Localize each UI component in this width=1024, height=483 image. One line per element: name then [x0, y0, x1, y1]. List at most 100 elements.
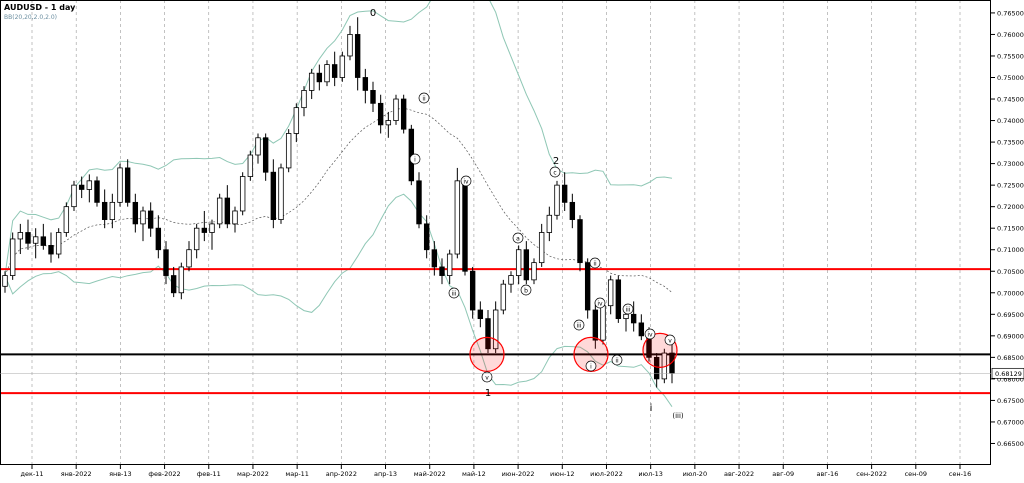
y-tick-label: 0.74000 — [997, 117, 1024, 125]
wave-label-ring — [622, 303, 634, 315]
candle-body — [147, 210, 154, 229]
y-tick-label: 0.67500 — [997, 397, 1024, 405]
candle-body — [584, 262, 591, 311]
candle-body — [393, 98, 399, 121]
candle-body — [301, 90, 307, 109]
candle-body — [615, 279, 622, 320]
candle-body — [178, 266, 185, 294]
candle-body — [431, 249, 438, 268]
candle-body — [569, 201, 576, 220]
candle-body — [48, 245, 54, 255]
y-tick-label: 0.70500 — [997, 268, 1024, 276]
wave-label-ring — [549, 166, 561, 178]
wave-label-ring — [481, 371, 493, 383]
y-tick-label: 0.72000 — [997, 203, 1024, 211]
x-tick-label: дек-11 — [20, 470, 43, 478]
candle-body — [201, 227, 208, 233]
candle-body — [255, 137, 261, 156]
x-tick-label: авг-09 — [772, 470, 794, 478]
wave-label-ring — [594, 297, 606, 309]
candle-body — [101, 201, 108, 220]
wave-label: ii — [422, 96, 426, 103]
candle-body — [370, 90, 376, 104]
candle-body — [531, 262, 537, 281]
indicator-label: BB(20,20,2.0,2.0) — [4, 14, 57, 21]
candle-body — [538, 232, 545, 264]
candle-body — [278, 167, 284, 220]
candle-body — [132, 201, 139, 225]
highlight-circle — [469, 336, 505, 372]
y-tick-label: 0.70000 — [997, 289, 1024, 297]
wave-label: a — [516, 236, 520, 243]
candle-body — [216, 197, 223, 225]
candle-body — [423, 223, 430, 251]
wave-label-ring — [512, 232, 524, 244]
candle-body — [477, 309, 484, 320]
y-tick-label: 0.69000 — [997, 332, 1024, 340]
y-tick-label: 0.76000 — [997, 31, 1024, 39]
y-tick-label: 0.68500 — [997, 354, 1024, 362]
wave-label-ring — [573, 319, 585, 331]
x-tick-label: апр-2022 — [326, 470, 357, 478]
x-tick-label: сен-09 — [905, 470, 927, 478]
candle-body — [577, 219, 583, 264]
y-tick-label: 0.73500 — [997, 139, 1024, 147]
candle-body — [71, 184, 77, 208]
candle-body — [2, 275, 8, 287]
candle-body — [9, 238, 16, 276]
candle-body — [347, 34, 353, 57]
wave-label: v — [485, 375, 489, 382]
candle-body — [331, 64, 338, 78]
wave-label-ring — [460, 175, 472, 187]
candle-body — [170, 275, 177, 294]
candle-body — [623, 313, 629, 320]
candle-body — [209, 223, 215, 233]
wave-label: iv — [463, 179, 469, 186]
wave-label-ring — [611, 354, 623, 366]
x-tick-label: июн-2022 — [502, 470, 535, 478]
wave-label: (iii) — [672, 412, 684, 420]
candle-body — [377, 102, 384, 126]
candle-body — [339, 55, 346, 78]
candle-body — [285, 133, 292, 169]
x-tick-label: июн-12 — [550, 470, 575, 478]
y-tick-label: 0.66500 — [997, 440, 1024, 448]
x-tick-label: сен-16 — [949, 470, 971, 478]
candle-body — [324, 64, 330, 83]
candle-body — [554, 184, 560, 216]
wave-label: i — [414, 157, 416, 164]
wave-label-ring — [664, 334, 676, 346]
candle-body — [607, 279, 614, 307]
candle-body — [247, 154, 254, 177]
candle-body — [592, 309, 599, 341]
candle-body — [385, 120, 392, 126]
x-tick-label: апр-13 — [374, 470, 397, 478]
bollinger-upper — [4, 0, 673, 276]
y-tick-label: 0.71500 — [997, 225, 1024, 233]
candle-body — [140, 210, 146, 225]
candle-body — [124, 167, 131, 203]
candle-body — [462, 180, 468, 272]
candle-body — [155, 227, 162, 251]
wave-label: ii — [593, 261, 597, 268]
candle-body — [86, 180, 93, 190]
candle-body — [239, 176, 246, 212]
candle-body — [446, 253, 453, 276]
x-tick-label: июл-2022 — [590, 470, 623, 478]
x-tick-label: май-2022 — [414, 470, 446, 478]
candle-body — [308, 72, 315, 91]
candle-body — [78, 184, 85, 190]
wave-label: 1 — [485, 388, 491, 399]
x-tick-label: сен-2022 — [856, 470, 887, 478]
candle-body — [362, 77, 369, 91]
y-tick-label: 0.67000 — [997, 418, 1024, 426]
candle-body — [653, 356, 660, 380]
candle-body — [492, 309, 499, 350]
candle-body — [523, 249, 530, 281]
wave-label: ii — [615, 358, 619, 365]
candle-body — [638, 322, 645, 337]
chart-title: AUDUSD - 1 day — [4, 3, 76, 12]
x-tick-label: май-12 — [462, 470, 486, 478]
